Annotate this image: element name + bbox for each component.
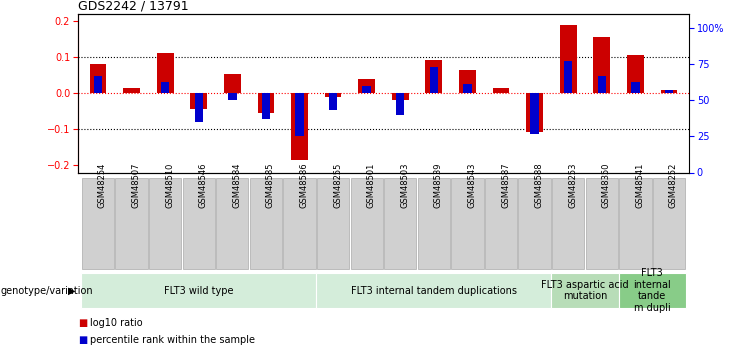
FancyBboxPatch shape <box>350 178 383 269</box>
Bar <box>329 93 337 110</box>
Text: GSM48585: GSM48585 <box>266 163 275 208</box>
Text: GSM48253: GSM48253 <box>568 163 577 208</box>
FancyBboxPatch shape <box>585 178 618 269</box>
Bar <box>94 76 102 93</box>
FancyBboxPatch shape <box>82 273 316 308</box>
FancyBboxPatch shape <box>384 178 416 269</box>
Bar <box>325 93 342 97</box>
Bar <box>526 93 543 132</box>
Bar <box>430 67 438 93</box>
Text: GSM48350: GSM48350 <box>602 163 611 208</box>
FancyBboxPatch shape <box>619 273 685 308</box>
Text: FLT3 wild type: FLT3 wild type <box>164 286 233 296</box>
Text: GSM48584: GSM48584 <box>233 163 242 208</box>
Bar <box>359 79 375 93</box>
Bar <box>665 90 673 93</box>
Bar <box>161 82 170 93</box>
Bar <box>660 90 677 93</box>
Text: GSM48586: GSM48586 <box>299 162 308 208</box>
Bar <box>493 88 509 93</box>
Bar <box>262 93 270 119</box>
FancyBboxPatch shape <box>250 178 282 269</box>
Bar <box>228 93 236 100</box>
FancyBboxPatch shape <box>451 178 484 269</box>
Text: log10 ratio: log10 ratio <box>90 318 143 327</box>
Text: genotype/variation: genotype/variation <box>1 286 93 296</box>
FancyBboxPatch shape <box>182 178 215 269</box>
Text: GSM48510: GSM48510 <box>165 163 174 208</box>
FancyBboxPatch shape <box>619 178 651 269</box>
FancyBboxPatch shape <box>653 178 685 269</box>
Bar <box>296 93 304 136</box>
FancyBboxPatch shape <box>316 273 551 308</box>
Bar <box>531 93 539 134</box>
Text: GSM48507: GSM48507 <box>132 163 141 208</box>
FancyBboxPatch shape <box>485 178 517 269</box>
Text: GSM48588: GSM48588 <box>534 162 544 208</box>
Bar <box>190 93 207 109</box>
Text: FLT3 aspartic acid
mutation: FLT3 aspartic acid mutation <box>541 280 629 302</box>
Bar <box>396 93 405 115</box>
Bar <box>597 76 606 93</box>
Text: GSM48255: GSM48255 <box>333 163 342 208</box>
FancyBboxPatch shape <box>149 178 182 269</box>
Text: GSM48546: GSM48546 <box>199 163 207 208</box>
FancyBboxPatch shape <box>283 178 316 269</box>
Bar <box>291 93 308 160</box>
Text: FLT3 internal tandem duplications: FLT3 internal tandem duplications <box>350 286 517 296</box>
Text: GSM48587: GSM48587 <box>501 162 510 208</box>
Text: GDS2242 / 13791: GDS2242 / 13791 <box>78 0 188 13</box>
Text: GSM48252: GSM48252 <box>669 163 678 208</box>
Text: GSM48503: GSM48503 <box>400 163 409 208</box>
Bar <box>258 93 274 113</box>
Bar <box>195 93 203 122</box>
Text: GSM48254: GSM48254 <box>98 163 107 208</box>
Bar <box>224 75 241 93</box>
Bar <box>459 70 476 93</box>
FancyBboxPatch shape <box>552 178 585 269</box>
Bar <box>627 55 644 93</box>
Text: GSM48539: GSM48539 <box>433 163 443 208</box>
Text: GSM48501: GSM48501 <box>367 163 376 208</box>
Bar <box>157 53 173 93</box>
Text: GSM48541: GSM48541 <box>635 163 645 208</box>
Bar <box>463 85 471 93</box>
Bar <box>392 93 408 100</box>
Bar <box>559 24 576 93</box>
FancyBboxPatch shape <box>116 178 147 269</box>
FancyBboxPatch shape <box>317 178 349 269</box>
FancyBboxPatch shape <box>519 178 551 269</box>
FancyBboxPatch shape <box>82 178 114 269</box>
Bar <box>594 37 610 93</box>
Text: ■: ■ <box>78 335 87 345</box>
Text: GSM48543: GSM48543 <box>468 163 476 208</box>
Text: ■: ■ <box>78 318 87 327</box>
Bar <box>123 88 140 93</box>
Text: percentile rank within the sample: percentile rank within the sample <box>90 335 256 345</box>
Bar <box>425 60 442 93</box>
Bar <box>631 82 639 93</box>
FancyBboxPatch shape <box>418 178 450 269</box>
Bar <box>90 64 107 93</box>
Text: FLT3
internal
tande
m dupli: FLT3 internal tande m dupli <box>634 268 671 313</box>
FancyBboxPatch shape <box>216 178 248 269</box>
FancyBboxPatch shape <box>551 273 619 308</box>
Text: ▶: ▶ <box>68 286 76 296</box>
Bar <box>564 61 572 93</box>
Bar <box>362 86 371 93</box>
